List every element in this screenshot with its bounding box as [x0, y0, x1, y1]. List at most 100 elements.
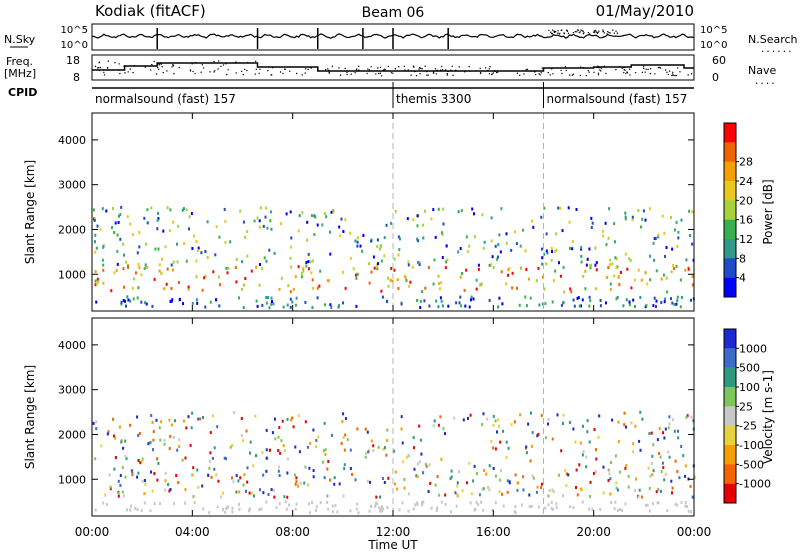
- velocity-cell: [136, 475, 139, 479]
- frequency-strip: 18 8 60 0: [66, 54, 726, 84]
- power-cell: [568, 246, 571, 250]
- nave-point: [331, 65, 334, 67]
- power-cell: [397, 235, 400, 239]
- nave-point: [380, 75, 383, 77]
- velocity-cell: [513, 420, 516, 424]
- velocity-cell: [616, 488, 619, 492]
- power-cell: [664, 297, 667, 301]
- power-cell: [655, 269, 658, 273]
- nave-point: [469, 70, 471, 72]
- velocity-cell: [265, 456, 268, 460]
- nave-point: [436, 69, 438, 72]
- nave-point: [123, 65, 125, 67]
- power-cell: [268, 248, 271, 252]
- velocity-cell: [531, 431, 534, 435]
- nave-point: [301, 74, 303, 76]
- velocity-cell: [323, 421, 326, 425]
- power-cell: [280, 222, 283, 226]
- power-cell: [437, 305, 440, 309]
- velocity-cell: [414, 503, 417, 507]
- station-title: Kodiak (fitACF): [95, 2, 206, 20]
- velocity-cell: [646, 503, 649, 507]
- velocity-cell: [147, 442, 150, 446]
- velocity-cell: [595, 457, 598, 461]
- nave-point: [687, 74, 689, 76]
- colorbar-tick-label: -500: [739, 458, 764, 471]
- velocity-cell: [540, 486, 543, 490]
- velocity-cell: [140, 509, 143, 513]
- velocity-cell: [483, 469, 485, 472]
- velocity-cell: [569, 505, 572, 509]
- power-cell: [545, 249, 548, 253]
- velocity-cell: [184, 501, 187, 505]
- power-cell: [332, 210, 335, 214]
- velocity-cell: [304, 420, 307, 424]
- velocity-cell: [113, 434, 115, 438]
- velocity-cell: [648, 486, 651, 490]
- velocity-cell: [394, 470, 397, 474]
- power-cell: [578, 304, 581, 308]
- velocity-cell: [185, 426, 188, 430]
- velocity-cell: [129, 504, 132, 508]
- noise-traces: [91, 28, 695, 49]
- velocity-cell: [624, 466, 627, 470]
- power-cell: [569, 287, 572, 291]
- velocity-cell: [658, 452, 661, 455]
- colorbar-swatch: [724, 181, 736, 201]
- power-cell: [433, 258, 436, 262]
- power-cell: [127, 264, 129, 268]
- power-cell: [540, 215, 543, 219]
- velocity-plot-area: [92, 318, 694, 516]
- nave-point: [421, 68, 423, 70]
- velocity-cell: [92, 421, 95, 425]
- velocity-cell: [516, 481, 519, 485]
- power-cell: [102, 268, 105, 272]
- noise-search-point: [550, 31, 552, 33]
- power-cell: [348, 231, 351, 235]
- velocity-cell: [274, 437, 277, 441]
- velocity-cell: [100, 444, 103, 448]
- power-cell: [499, 250, 502, 254]
- power-cell: [582, 274, 585, 278]
- power-cell: [558, 261, 560, 265]
- velocity-cell: [684, 504, 687, 508]
- velocity-cell: [286, 471, 289, 475]
- power-cell: [628, 257, 631, 261]
- nave-point: [530, 70, 532, 72]
- velocity-cell: [525, 451, 528, 455]
- colorbar-swatch: [724, 200, 736, 220]
- velocity-cell: [674, 502, 677, 506]
- power-cell: [632, 298, 635, 302]
- nave-point: [338, 67, 340, 69]
- noise-search-point: [587, 31, 590, 34]
- power-cell: [122, 267, 125, 271]
- power-cell: [356, 272, 359, 276]
- power-cell: [541, 262, 544, 266]
- velocity-cell: [294, 482, 297, 486]
- power-cell: [238, 296, 240, 300]
- nave-point: [597, 74, 600, 76]
- nave-point: [434, 68, 437, 70]
- velocity-cell: [267, 493, 270, 496]
- power-cell: [571, 240, 574, 244]
- velocity-cell: [331, 504, 334, 508]
- power-cell: [390, 221, 393, 225]
- power-cell: [387, 284, 390, 288]
- velocity-cell: [480, 500, 483, 504]
- velocity-cell: [126, 508, 128, 512]
- power-cell: [323, 212, 326, 216]
- power-cell: [354, 273, 357, 277]
- nave-point: [354, 71, 356, 74]
- power-cell: [672, 263, 675, 267]
- nave-point: [623, 71, 625, 74]
- nave-point: [547, 71, 550, 74]
- nave-point: [641, 71, 644, 74]
- colorbar-tick-label: 25: [739, 400, 753, 413]
- velocity-cell: [401, 441, 404, 445]
- power-cell: [301, 211, 304, 215]
- velocity-cell: [217, 479, 220, 483]
- nave-point: [623, 69, 625, 71]
- velocity-cell: [294, 473, 296, 477]
- velocity-cell: [322, 449, 325, 453]
- power-cell: [594, 287, 597, 291]
